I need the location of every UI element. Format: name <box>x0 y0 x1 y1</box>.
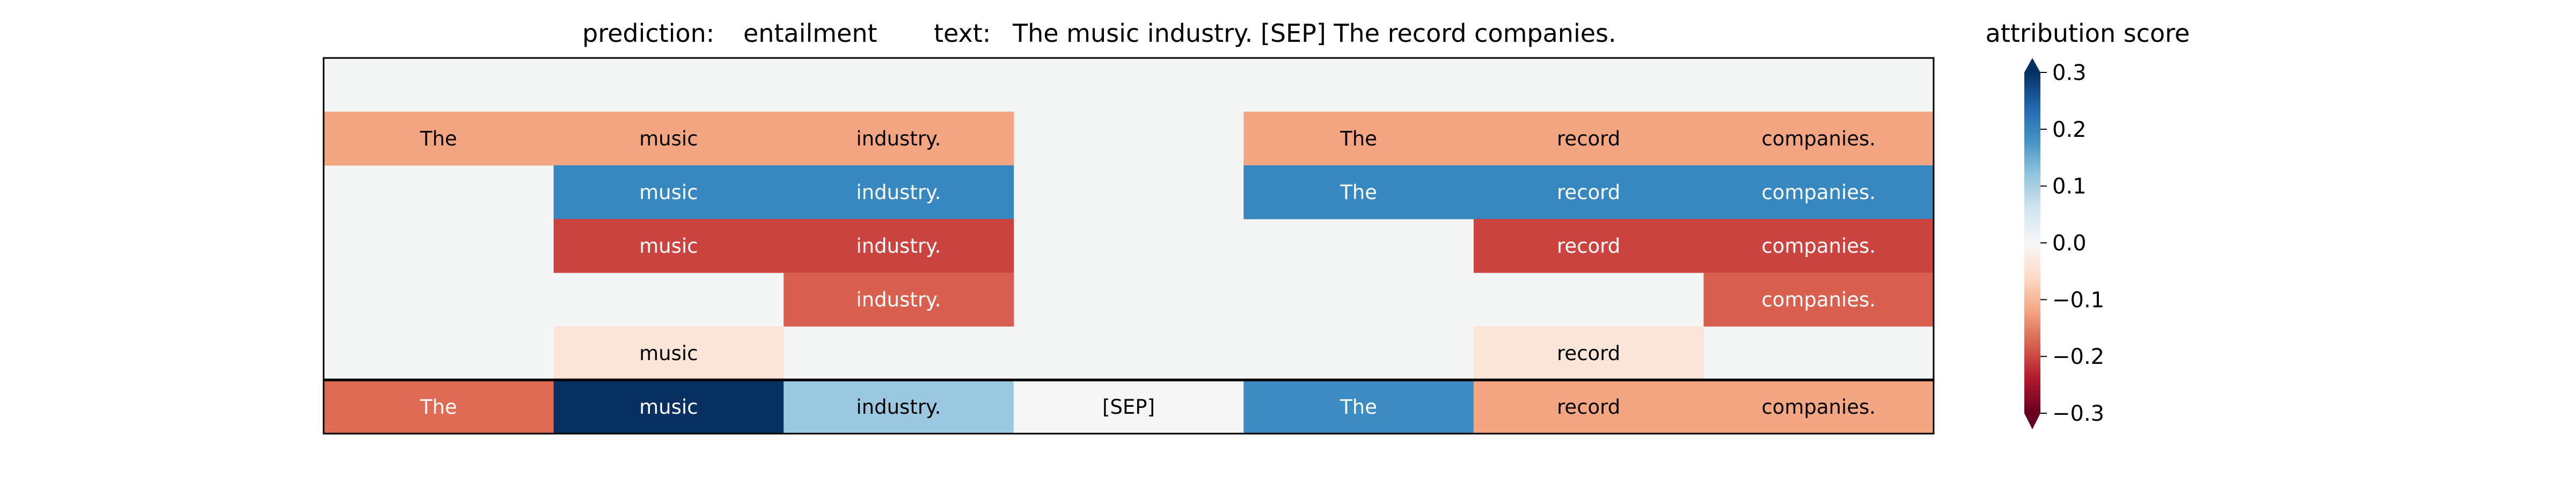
title-text-value: The music industry. [SEP] The record com… <box>1012 19 1616 48</box>
colorbar-ticks: −0.3 −0.2 −0.1 0.0 0.1 0.2 0.3 <box>2040 61 2104 426</box>
heatmap-cell-label: companies. <box>1761 127 1876 150</box>
heatmap-cell <box>1243 112 1474 166</box>
heatmap-cell <box>553 380 784 434</box>
colorbar-tick-label: 0.2 <box>2052 118 2087 142</box>
heatmap-cell <box>1703 219 1934 273</box>
heatmap-cell-label: The <box>1340 127 1377 150</box>
colorbar-tick-label: 0.3 <box>2052 61 2087 85</box>
heatmap-cell <box>1243 380 1474 434</box>
heatmap-cell-label: music <box>639 235 698 258</box>
heatmap-cell <box>1243 165 1474 219</box>
heatmap-cell-label: industry. <box>856 181 941 204</box>
heatmap-grid: The music industry. The record companies. musi… <box>323 57 1935 435</box>
title-prediction-value: entailment <box>743 19 877 48</box>
heatmap-cell <box>784 380 1014 434</box>
heatmap-cell <box>553 219 784 273</box>
heatmap-cell <box>1473 165 1704 219</box>
heatmap-frame <box>323 57 1935 435</box>
heatmap-cell-label: companies. <box>1761 235 1876 258</box>
heatmap-cell <box>1703 380 1934 434</box>
heatmap-cell-label: [SEP] <box>1102 396 1155 419</box>
heatmap-cell-label: record <box>1557 235 1620 258</box>
heatmap-cell-label: industry. <box>856 288 941 311</box>
colorbar-gradient <box>2024 72 2040 413</box>
colorbar-tick-label: 0.1 <box>2052 174 2087 199</box>
heatmap-cell-label: record <box>1557 342 1620 365</box>
heatmap-cell-label: industry. <box>856 235 941 258</box>
heatmap-cell <box>553 165 784 219</box>
heatmap-cell-label: record <box>1557 396 1620 419</box>
heatmap-cell-label: The <box>1340 396 1377 419</box>
heatmap-cell-label: The <box>1340 181 1377 204</box>
heatmap-cell-label: The <box>420 396 457 419</box>
heatmap-cell-label: industry. <box>856 396 941 419</box>
heatmap-cell-label: music <box>639 342 698 365</box>
colorbar-tick-label: −0.2 <box>2052 345 2104 369</box>
heatmap-cell <box>324 112 554 166</box>
heatmap-cell <box>1703 165 1934 219</box>
colorbar-extend-top <box>2024 58 2040 72</box>
colorbar-tick-label: −0.1 <box>2052 288 2104 312</box>
heatmap-cell <box>1473 219 1704 273</box>
heatmap-cell <box>784 165 1014 219</box>
heatmap-cell-label: music <box>639 181 698 204</box>
colorbar-extend-bottom <box>2024 413 2040 429</box>
heatmap-cell <box>1703 273 1934 327</box>
title-text-label: text: <box>934 19 991 48</box>
heatmap-cell-label: record <box>1557 181 1620 204</box>
heatmap-cell <box>784 112 1014 166</box>
heatmap-cell-label: The <box>420 127 457 150</box>
heatmap-cell-label: industry. <box>856 127 941 150</box>
heatmap-cell-label: companies. <box>1761 396 1876 419</box>
heatmap-cell-label: companies. <box>1761 288 1876 311</box>
heatmap-cell <box>1013 380 1244 434</box>
heatmap-cell <box>784 219 1014 273</box>
heatmap-cell-label: music <box>639 127 698 150</box>
heatmap-cell-label: music <box>639 396 698 419</box>
heatmap-cell <box>1473 380 1704 434</box>
heatmap-cell <box>1703 112 1934 166</box>
colorbar-tick-label: 0.0 <box>2052 231 2087 256</box>
heatmap-cell <box>553 112 784 166</box>
heatmap-cell-label: record <box>1557 127 1620 150</box>
heatmap-cell <box>324 380 554 434</box>
heatmap-cell <box>784 273 1014 327</box>
title-prediction-label: prediction: <box>582 19 714 48</box>
heatmap-cell <box>553 326 784 380</box>
colorbar-tick-label: −0.3 <box>2052 401 2104 426</box>
colorbar: −0.3 −0.2 −0.1 0.0 0.1 0.2 0.3 <box>2024 58 2104 429</box>
heatmap-cell <box>1473 326 1704 380</box>
colorbar-title: attribution score <box>1986 19 2190 48</box>
heatmap-cell-label: companies. <box>1761 181 1876 204</box>
heatmap-cell <box>1473 112 1704 166</box>
